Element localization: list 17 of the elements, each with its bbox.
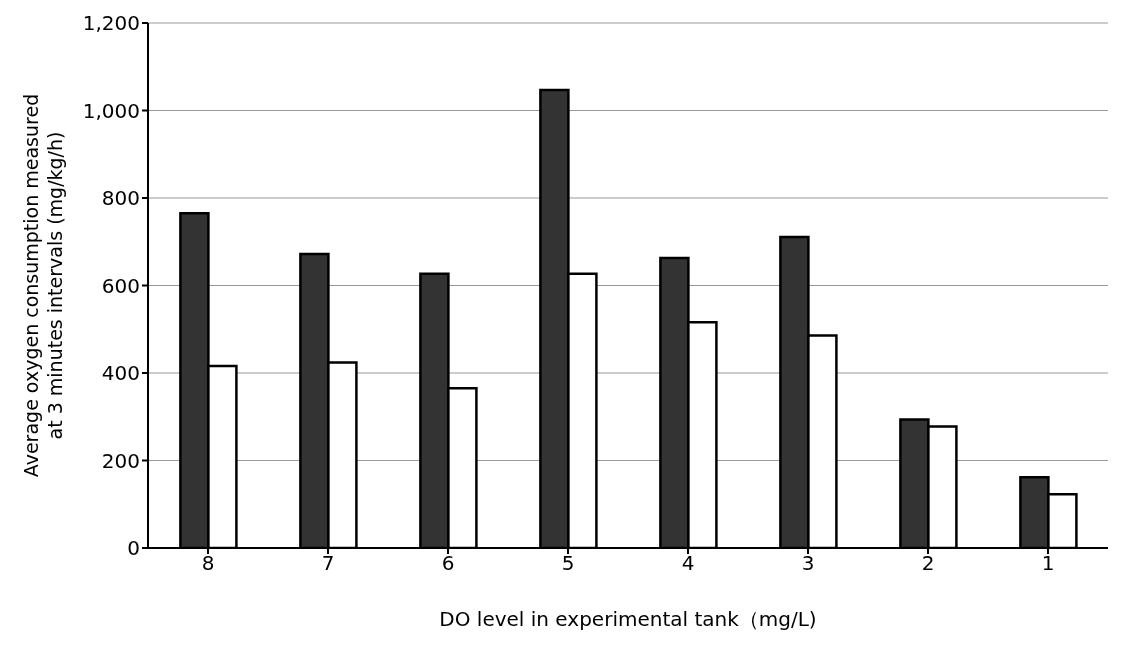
y-tick-label: 200 bbox=[101, 448, 140, 473]
y-tick-label: 800 bbox=[101, 186, 140, 211]
x-tick-label: 7 bbox=[321, 551, 335, 576]
x-tick-label: 2 bbox=[921, 551, 935, 576]
x-tick-label: 6 bbox=[441, 551, 455, 576]
y-axis-title: Average oxygen consumption measured at 3 minutes intervals (mg/kg/h) bbox=[20, 93, 66, 478]
x-tick-label: 5 bbox=[561, 551, 575, 576]
y-tick-label: 0 bbox=[127, 536, 140, 561]
y-tick-label: 1,000 bbox=[82, 98, 140, 123]
y-tick-label: 600 bbox=[101, 273, 140, 298]
y-tick-label: 400 bbox=[101, 361, 140, 386]
x-tick-label: 4 bbox=[681, 551, 695, 576]
x-tick-label: 8 bbox=[201, 551, 215, 576]
x-tick-label: 1 bbox=[1041, 551, 1055, 576]
x-tick-label: 3 bbox=[801, 551, 815, 576]
x-axis-title: DO level in experimental tank（mg/L) bbox=[439, 607, 817, 631]
y-tick-label: 1,200 bbox=[82, 11, 140, 36]
